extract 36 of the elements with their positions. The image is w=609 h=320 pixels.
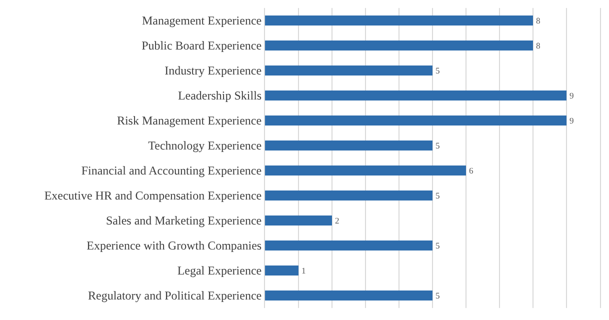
data-label: 5 [436,240,440,250]
y-tick-label: Industry Experience [164,64,262,78]
y-tick-label: Public Board Experience [142,38,262,53]
bar [265,40,533,50]
bar [265,290,432,300]
bar [265,90,566,100]
data-label: 1 [302,265,306,276]
bar [265,116,566,126]
bar [265,266,298,276]
y-tick-label: Executive HR and Compensation Experience [44,188,262,203]
bar [265,240,432,250]
y-tick-label: Sales and Marketing Experience [106,214,262,228]
bar [265,216,332,226]
y-tick-label: Financial and Accounting Experience [81,164,262,178]
data-label: 8 [536,15,540,26]
bar [265,166,466,176]
data-label: 9 [570,115,574,126]
data-label: 5 [436,140,440,150]
data-label: 5 [436,65,440,76]
y-tick-label: Legal Experience [177,264,262,278]
data-label: 6 [469,165,474,176]
y-tick-label: Leadership Skills [178,88,262,103]
data-label: 5 [436,290,440,300]
bar [265,66,432,76]
y-tick-label: Experience with Growth Companies [86,238,262,253]
data-label: 2 [335,215,340,226]
data-label: 8 [536,40,540,50]
bar [265,140,432,150]
data-label: 5 [436,190,440,200]
bar [265,190,432,200]
y-tick-label: Regulatory and Political Experience [88,288,262,303]
data-label: 9 [570,90,574,100]
y-tick-label: Technology Experience [148,138,262,153]
bar [265,16,533,26]
y-tick-label: Risk Management Experience [116,114,262,128]
y-tick-label: Management Experience [142,14,262,28]
